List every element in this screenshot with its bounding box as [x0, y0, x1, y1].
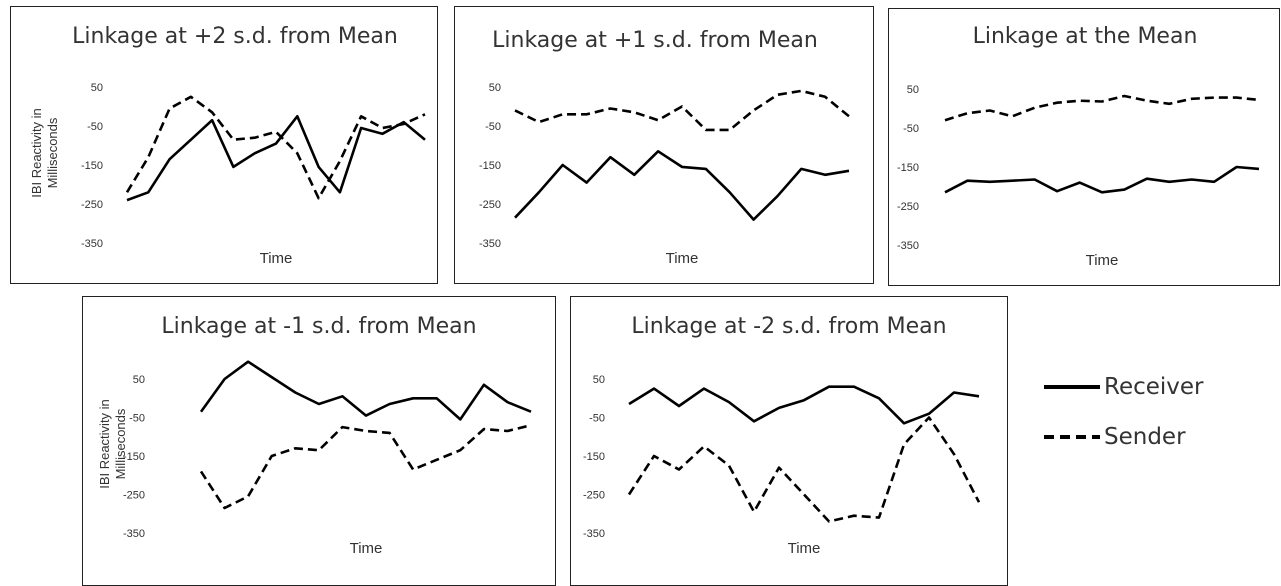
y-tick-label: -50	[485, 121, 501, 133]
chart-svg: Linkage at +2 s.d. from Mean 50 -50 -150 -25…	[29, 24, 426, 267]
y-tick-label: -250	[897, 201, 919, 213]
y-tick-label: 50	[91, 82, 103, 94]
y-tick-label: -50	[589, 413, 605, 425]
x-axis-label: Time	[350, 540, 383, 557]
svg-text:Milliseconds: Milliseconds	[45, 117, 60, 188]
x-axis-label: Time	[666, 250, 699, 267]
y-tick-label: -150	[897, 162, 919, 174]
y-tick-label: 50	[907, 84, 919, 96]
y-tick-label: 50	[593, 374, 605, 386]
y-tick-label: -250	[479, 199, 501, 211]
y-tick-label: 50	[133, 374, 145, 386]
y-tick-label: -250	[583, 490, 605, 502]
x-axis-label: Time	[260, 250, 293, 267]
y-tick-label: -50	[129, 413, 145, 425]
legend-item-receiver: Receiver	[1040, 370, 1204, 404]
chart-svg: Linkage at -1 s.d. from Mean 50 -50 -150 -25…	[97, 314, 532, 557]
svg-text:IBI Reactivity in: IBI Reactivity in	[97, 399, 112, 489]
series-line-receiver	[628, 385, 980, 425]
legend-item-sender: Sender	[1040, 420, 1186, 454]
legend-dashed-line-icon	[1044, 435, 1100, 439]
series-line-sender	[627, 416, 981, 523]
y-tick-label: -250	[81, 199, 103, 211]
chart-panel-minus-1sd: Linkage at -1 s.d. from Mean 50 -50 -150 -25…	[82, 296, 556, 586]
series-line-sender	[944, 94, 1260, 122]
y-axis-label: IBI Reactivity in Milliseconds	[97, 399, 128, 489]
y-tick-label: -150	[81, 160, 103, 172]
x-axis-label: Time	[1086, 252, 1119, 269]
series-line-receiver	[199, 360, 532, 421]
y-tick-label: -50	[903, 123, 919, 135]
y-tick-label: -350	[479, 238, 501, 250]
chart-svg: Linkage at -2 s.d. from Mean 50 -50 -150 -25…	[583, 314, 981, 557]
series-line-receiver	[514, 150, 850, 221]
chart-panel-plus-1sd: Linkage at +1 s.d. from Mean 50 -50 -150 -25…	[454, 6, 874, 284]
y-tick-label: -150	[123, 451, 145, 463]
chart-panel-minus-2sd: Linkage at -2 s.d. from Mean 50 -50 -150 -25…	[570, 296, 1008, 586]
chart-svg: Linkage at +1 s.d. from Mean 50 -50 -150 -25…	[479, 28, 850, 267]
y-tick-label: -250	[123, 490, 145, 502]
chart-title: Linkage at +1 s.d. from Mean	[492, 28, 818, 53]
x-axis-label: Time	[788, 540, 821, 557]
chart-panel-mean: Linkage at the Mean 50 -50 -150 -250 -350 Time	[888, 8, 1280, 286]
chart-svg: Linkage at the Mean 50 -50 -150 -250 -350 Time	[897, 24, 1260, 269]
y-tick-label: 50	[489, 82, 501, 94]
chart-title: Linkage at the Mean	[973, 24, 1198, 49]
y-tick-label: -150	[583, 451, 605, 463]
y-tick-label: -150	[479, 160, 501, 172]
chart-title: Linkage at +2 s.d. from Mean	[72, 24, 398, 49]
y-tick-label: -350	[81, 238, 103, 250]
series-line-receiver	[126, 115, 426, 202]
chart-title: Linkage at -2 s.d. from Mean	[631, 314, 946, 339]
y-tick-label: -50	[87, 121, 103, 133]
legend-label-receiver: Receiver	[1104, 374, 1204, 400]
series-line-sender	[199, 423, 532, 510]
svg-text:IBI Reactivity in: IBI Reactivity in	[29, 108, 44, 198]
chart-panel-plus-2sd: Linkage at +2 s.d. from Mean 50 -50 -150 -25…	[10, 6, 438, 284]
chart-title: Linkage at -1 s.d. from Mean	[161, 314, 476, 339]
series-line-receiver	[944, 165, 1260, 194]
series-line-sender	[125, 95, 426, 200]
svg-text:Milliseconds: Milliseconds	[113, 408, 128, 479]
y-axis-label: IBI Reactivity in Milliseconds	[29, 108, 60, 198]
legend-solid-line-icon	[1044, 385, 1100, 389]
series-line-sender	[514, 89, 850, 132]
y-tick-label: -350	[897, 240, 919, 252]
y-tick-label: -350	[123, 528, 145, 540]
y-tick-label: -350	[583, 528, 605, 540]
legend-label-sender: Sender	[1104, 424, 1186, 450]
legend: Receiver Sender	[1040, 366, 1260, 466]
